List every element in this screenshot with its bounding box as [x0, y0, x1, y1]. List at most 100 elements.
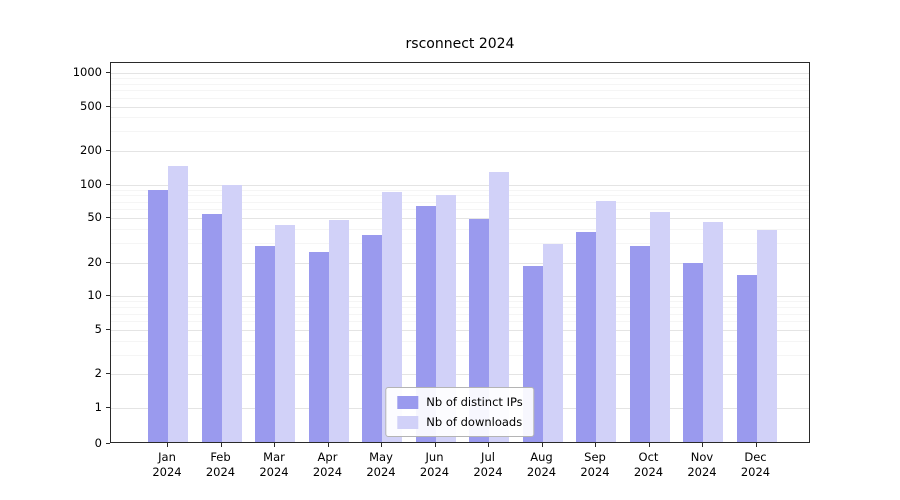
bar-distinct-ips: [576, 232, 596, 442]
x-tick-label: Jul 2024: [473, 450, 503, 479]
bar-downloads: [328, 220, 349, 442]
x-tick-mark: [220, 443, 222, 447]
y-tick-mark: [106, 373, 110, 375]
gridline: [111, 202, 809, 203]
y-tick-label: 2: [94, 366, 102, 381]
y-tick-mark: [106, 295, 110, 297]
y-tick-mark: [106, 183, 110, 185]
x-tick-mark: [327, 443, 329, 447]
x-tick-mark: [648, 443, 650, 447]
bar-downloads: [756, 229, 777, 442]
x-tick-label: Dec 2024: [740, 450, 771, 479]
y-tick-mark: [106, 149, 110, 151]
x-tick-label: Oct 2024: [633, 450, 664, 479]
bar-downloads: [435, 194, 456, 442]
y-tick-label: 1: [94, 400, 102, 414]
bar-downloads: [382, 192, 402, 442]
y-tick-label: 20: [87, 254, 102, 269]
x-tick-mark: [488, 443, 489, 447]
y-tick-mark: [106, 328, 110, 330]
gridline: [111, 185, 809, 186]
gridline: [111, 301, 809, 302]
legend-swatch: [397, 415, 419, 429]
x-tick-label: Aug 2024: [526, 450, 557, 479]
bar-distinct-ips: [469, 219, 489, 442]
gridline: [111, 374, 809, 375]
bar-distinct-ips: [362, 234, 382, 442]
bar-distinct-ips: [415, 205, 436, 442]
bar-distinct-ips: [201, 214, 222, 442]
y-tick-mark: [106, 71, 110, 73]
y-tick-mark: [106, 407, 110, 408]
x-tick-label: Jan 2024: [152, 450, 182, 479]
gridline: [111, 98, 809, 99]
plot-area: Nb of distinct IPs Nb of downloads: [110, 62, 810, 443]
bar-downloads: [649, 211, 670, 442]
x-tick-mark: [595, 443, 596, 447]
legend-label: Nb of downloads: [426, 415, 523, 429]
y-tick-label: 1000: [72, 64, 102, 79]
y-tick-label: 5: [94, 321, 102, 336]
bar-downloads: [489, 171, 509, 442]
gridline: [111, 209, 809, 210]
bar-distinct-ips: [148, 190, 168, 442]
y-tick-label: 500: [80, 98, 102, 113]
gridline: [111, 307, 809, 308]
bar-downloads: [703, 222, 723, 442]
legend-label: Nb of distinct IPs: [426, 395, 523, 409]
y-tick-mark: [106, 261, 110, 263]
x-tick-mark: [702, 443, 703, 447]
x-tick-mark: [541, 443, 543, 447]
gridline: [111, 190, 809, 191]
gridline: [111, 263, 809, 264]
y-tick-mark: [106, 217, 110, 219]
legend-item: Nb of downloads: [397, 415, 522, 429]
x-tick-label: Feb 2024: [205, 450, 236, 479]
bar-downloads: [596, 201, 616, 442]
gridline: [111, 355, 809, 356]
gridline: [111, 84, 809, 85]
y-tick-label: 10: [87, 288, 102, 303]
gridline: [111, 218, 809, 219]
y-tick-mark: [106, 105, 110, 107]
y-tick-label: 200: [80, 142, 102, 157]
bar-distinct-ips: [736, 274, 757, 442]
x-tick-label: Nov 2024: [687, 450, 717, 479]
gridline: [111, 107, 809, 108]
x-tick-mark: [434, 443, 436, 447]
x-tick-mark: [274, 443, 275, 447]
bar-downloads: [168, 166, 188, 442]
gridline: [111, 151, 809, 152]
gridline: [111, 131, 809, 132]
gridline: [111, 78, 809, 79]
x-tick-mark: [381, 443, 382, 447]
gridline: [111, 90, 809, 91]
bar-downloads: [542, 244, 563, 442]
gridline: [111, 321, 809, 322]
gridline: [111, 296, 809, 297]
x-tick-label: Mar 2024: [259, 450, 289, 479]
x-tick-mark: [755, 443, 757, 447]
legend-item: Nb of distinct IPs: [397, 395, 523, 409]
legend: Nb of distinct IPs Nb of downloads: [385, 387, 535, 437]
gridline: [111, 229, 809, 230]
gridline: [111, 314, 809, 315]
gridline: [111, 330, 809, 331]
y-tick-mark: [106, 443, 110, 444]
gridline: [111, 243, 809, 244]
bar-distinct-ips: [629, 246, 650, 442]
x-tick-mark: [167, 443, 168, 447]
y-tick-label: 50: [87, 210, 102, 225]
x-tick-label: Jun 2024: [419, 450, 450, 479]
gridline: [111, 341, 809, 342]
gridline: [111, 117, 809, 118]
y-tick-label: 0: [94, 436, 102, 450]
bar-distinct-ips: [255, 246, 275, 442]
bar-downloads: [221, 185, 242, 442]
bar-distinct-ips: [683, 263, 703, 442]
legend-swatch: [397, 395, 419, 409]
y-tick-label: 100: [80, 176, 102, 191]
chart-title: rsconnect 2024: [405, 36, 515, 52]
gridline: [111, 73, 809, 74]
